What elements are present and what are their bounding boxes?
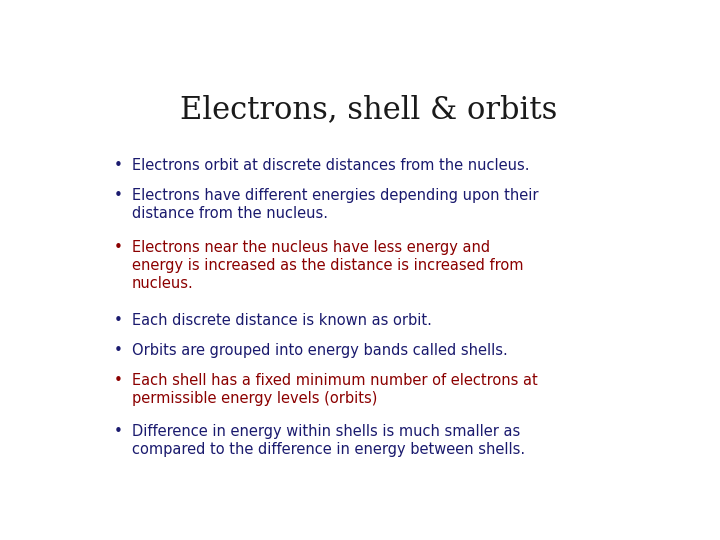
Text: Electrons near the nucleus have less energy and
energy is increased as the dista: Electrons near the nucleus have less ene… <box>132 240 523 291</box>
Text: Electrons, shell & orbits: Electrons, shell & orbits <box>180 94 558 125</box>
Text: Each discrete distance is known as orbit.: Each discrete distance is known as orbit… <box>132 313 432 328</box>
Text: •: • <box>114 313 122 328</box>
Text: •: • <box>114 424 122 440</box>
Text: Electrons have different energies depending upon their
distance from the nucleus: Electrons have different energies depend… <box>132 188 539 221</box>
Text: Difference in energy within shells is much smaller as
compared to the difference: Difference in energy within shells is mu… <box>132 424 525 457</box>
Text: •: • <box>114 343 122 358</box>
Text: Each shell has a fixed minimum number of electrons at
permissible energy levels : Each shell has a fixed minimum number of… <box>132 373 538 406</box>
Text: Electrons orbit at discrete distances from the nucleus.: Electrons orbit at discrete distances fr… <box>132 158 529 173</box>
Text: •: • <box>114 188 122 203</box>
Text: •: • <box>114 158 122 173</box>
Text: Orbits are grouped into energy bands called shells.: Orbits are grouped into energy bands cal… <box>132 343 508 358</box>
Text: •: • <box>114 373 122 388</box>
Text: •: • <box>114 240 122 255</box>
